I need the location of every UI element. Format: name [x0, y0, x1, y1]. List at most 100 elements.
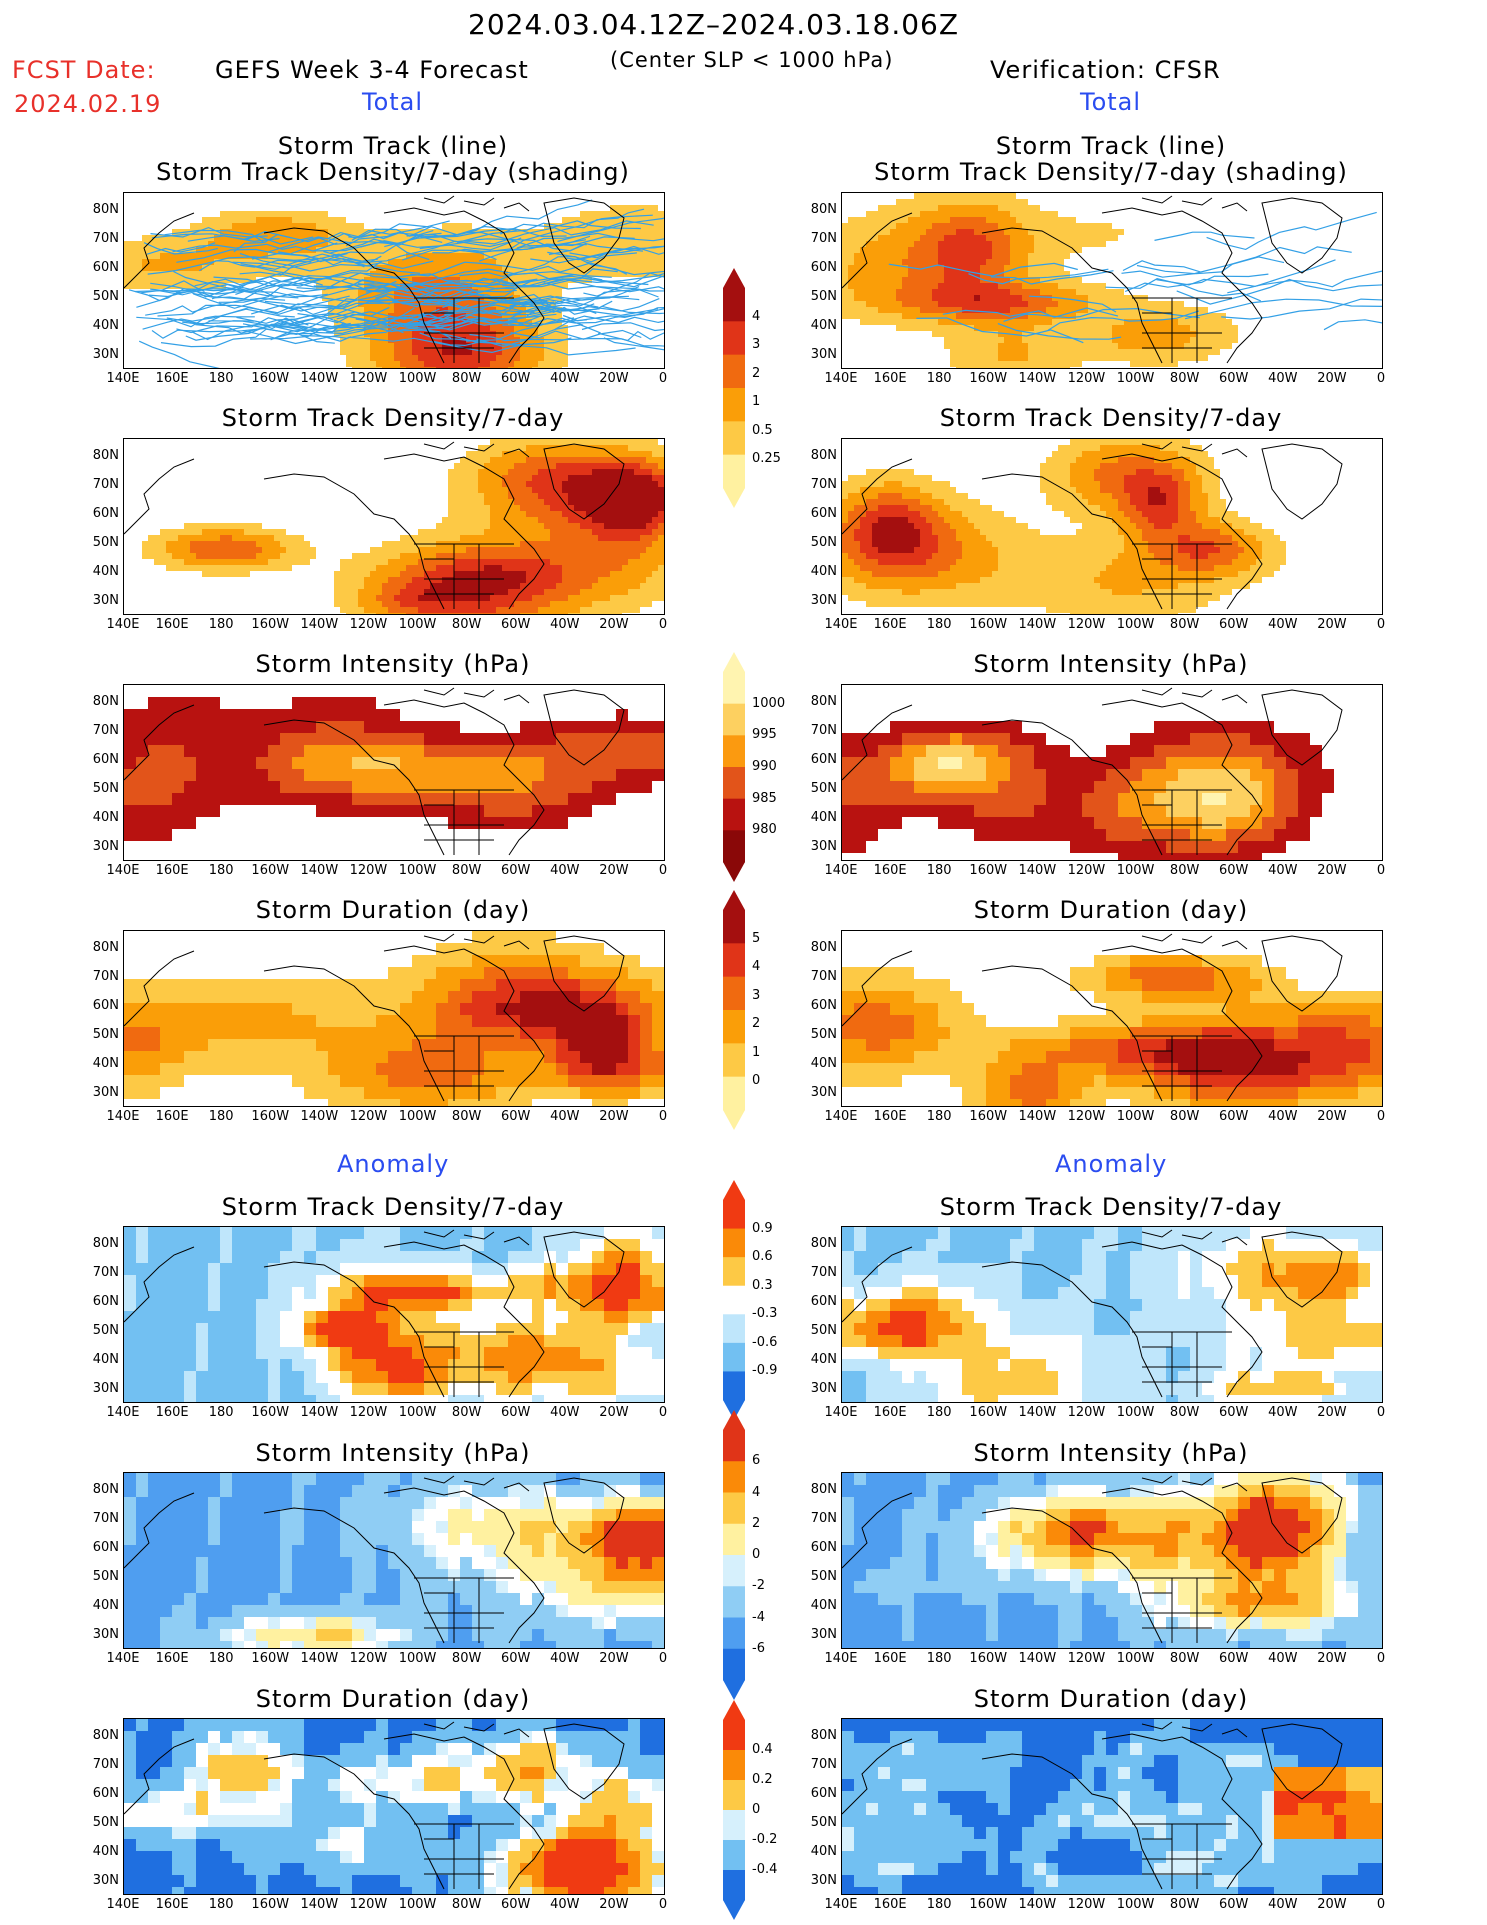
lat-tick-label: 70N [92, 1757, 119, 1772]
lon-tick-label: 160E [873, 371, 907, 386]
colorbar-density [723, 268, 745, 508]
lon-tick-label: 0 [658, 863, 668, 878]
lon-tick-label: 0 [658, 1897, 668, 1912]
colorbar-tick-label: 2 [752, 1016, 761, 1032]
colorbar-segment [723, 830, 745, 863]
lon-tick-label: 20W [599, 1651, 629, 1666]
lon-tick-label: 0 [658, 1651, 668, 1666]
lon-tick-label: 80W [451, 371, 482, 386]
lon-tick-label: 160W [969, 371, 1008, 386]
lon-tick-label: 120W [1067, 1897, 1106, 1912]
lon-tick-label: 20W [1317, 1897, 1347, 1912]
map-canvas [842, 933, 1382, 1106]
lon-tick-label: 20W [599, 1405, 629, 1420]
lon-tick-label: 0 [658, 1405, 668, 1420]
lon-tick-label: 100W [1116, 1405, 1155, 1420]
lon-tick-label: 60W [501, 617, 531, 632]
lon-tick-label: 160E [873, 1651, 907, 1666]
coastline-outlines [842, 933, 1343, 1102]
lon-tick-label: 120W [1067, 1405, 1106, 1420]
lon-tick-label: 80W [451, 1897, 482, 1912]
lon-tick-label: 100W [398, 1405, 437, 1420]
lon-tick-label: 20W [599, 1109, 629, 1124]
colorbar-segment [723, 1430, 745, 1462]
lat-tick-label: 30N [92, 1627, 119, 1642]
lon-tick-label: 20W [599, 617, 629, 632]
lat-tick-label: 70N [92, 1511, 119, 1526]
colorbar-tick-label: 995 [752, 727, 777, 743]
colorbar-segment [723, 454, 745, 489]
colorbar-extend-top [723, 1410, 745, 1430]
colorbar-tick-label: 1000 [752, 695, 786, 711]
lon-tick-label: 180 [208, 617, 234, 632]
lon-tick-label: 160E [155, 1109, 189, 1124]
lat-tick-label: 50N [92, 289, 119, 304]
lon-tick-label: 40W [1268, 1897, 1298, 1912]
shading-field [842, 193, 1238, 368]
lon-tick-label: 140W [300, 371, 339, 386]
colorbar-tick-label: -0.9 [752, 1363, 778, 1379]
lon-tick-label: 60W [1219, 1651, 1249, 1666]
lon-tick-label: 160E [873, 1109, 907, 1124]
lat-tick-label: 40N [810, 1844, 837, 1859]
lon-tick-label: 20W [599, 863, 629, 878]
colorbar-segment [723, 321, 745, 356]
lon-tick-label: 140W [1018, 617, 1057, 632]
colorbar-segment [723, 1257, 745, 1287]
colorbar-segment [723, 1010, 745, 1044]
title-anom-density-right: Storm Track Density/7-day [939, 1193, 1283, 1221]
lon-tick-label: 140E [824, 863, 858, 878]
lon-tick-label: 180 [208, 863, 234, 878]
colorbar-tick-label: 0 [752, 1073, 761, 1089]
lon-tick-label: 160W [251, 1897, 290, 1912]
title-anom-density-left: Storm Track Density/7-day [221, 1193, 565, 1221]
shading-field [842, 721, 1334, 860]
lon-tick-label: 80W [1169, 863, 1200, 878]
lon-tick-label: 140W [1018, 1651, 1057, 1666]
lon-tick-label: 20W [1317, 863, 1347, 878]
map-canvas [842, 193, 1382, 368]
lat-tick-label: 40N [92, 810, 119, 825]
coastline-outlines [124, 1475, 625, 1644]
colorbar-segment [723, 1648, 745, 1681]
colorbar-extend-top [723, 652, 745, 672]
fcst-date-label: FCST Date: [12, 56, 156, 84]
colorbar-extend-bottom [723, 488, 745, 508]
coastline-outlines [124, 1229, 625, 1398]
lat-tick-label: 60N [810, 752, 837, 767]
lat-tick-label: 30N [810, 593, 837, 608]
colorbar-tick-label: 0 [752, 1802, 761, 1817]
lon-tick-label: 180 [926, 1897, 952, 1912]
title-track-shading-right: Storm Track Density/7-day (shading) [874, 158, 1348, 186]
colorbar-segment [723, 1314, 745, 1344]
colorbar-segment [723, 1555, 745, 1587]
lon-tick-label: 140E [106, 1897, 140, 1912]
lon-tick-label: 60W [501, 1651, 531, 1666]
lat-tick-label: 60N [92, 1540, 119, 1555]
lon-tick-label: 140W [300, 863, 339, 878]
map-canvas [842, 687, 1343, 860]
lon-tick-label: 120W [1067, 371, 1106, 386]
colorbar-segment [723, 288, 745, 322]
lon-tick-label: 0 [1376, 1405, 1386, 1420]
lon-tick-label: 80W [451, 617, 482, 632]
map-canvas [124, 687, 664, 856]
lat-tick-label: 70N [810, 1757, 837, 1772]
lon-tick-label: 140W [1018, 1405, 1057, 1420]
lat-tick-label: 30N [810, 839, 837, 854]
lon-tick-label: 180 [926, 1405, 952, 1420]
lon-tick-label: 120W [349, 371, 388, 386]
colorbar-tick-label: 6 [752, 1453, 761, 1469]
colorbar-extend-top [723, 1180, 745, 1200]
lat-tick-label: 40N [810, 1056, 837, 1071]
lon-tick-label: 40W [550, 617, 580, 632]
colorbar-tick-label: 3 [752, 337, 761, 353]
colorbar-segment [723, 1720, 745, 1751]
lon-tick-label: 160E [155, 1651, 189, 1666]
fcst-date-value: 2024.02.19 [14, 90, 162, 118]
lat-tick-label: 50N [92, 1815, 119, 1830]
lat-tick-label: 50N [810, 781, 837, 796]
lon-tick-label: 180 [926, 1651, 952, 1666]
verification-title: Verification: CFSR [990, 56, 1221, 84]
lat-tick-label: 60N [92, 1786, 119, 1801]
